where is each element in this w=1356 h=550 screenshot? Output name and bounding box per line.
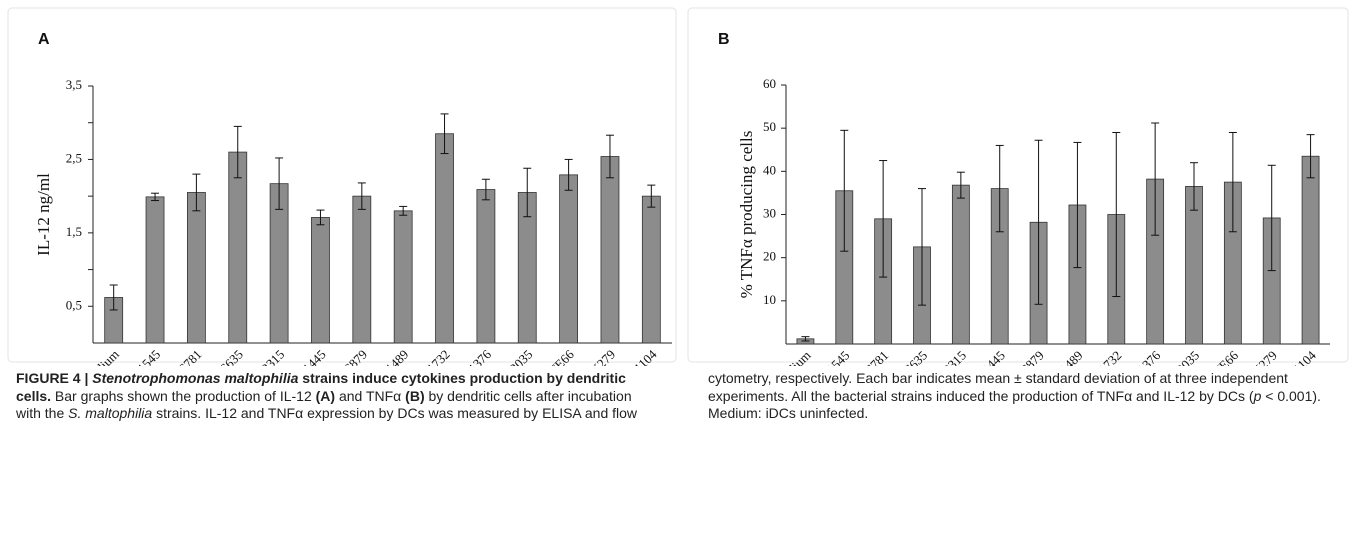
caption-text: p bbox=[1253, 387, 1262, 404]
y-tick-label: 10 bbox=[763, 292, 776, 307]
caption-text: strains. IL-12 and TNFα expression by DC… bbox=[152, 370, 1288, 421]
bar bbox=[559, 174, 579, 344]
x-tick-label: NFC1489 bbox=[1039, 348, 1086, 366]
y-tick-label: 50 bbox=[763, 119, 776, 134]
x-tick-label: NFC2035 bbox=[1155, 348, 1202, 366]
caption-text: strains induce cytokines production by d… bbox=[16, 370, 626, 404]
y-tick-label: 2,5 bbox=[66, 150, 82, 165]
x-tick-label: TFE66 bbox=[1205, 347, 1241, 366]
panel-label: B bbox=[718, 31, 730, 48]
x-tick-label: NFC1489 bbox=[365, 347, 412, 366]
figure-caption: FIGURE 4 | Stenotrophomonas maltophilia … bbox=[16, 370, 1340, 423]
x-tick-label: NFC2035 bbox=[489, 347, 536, 366]
x-tick-label: FC1445 bbox=[968, 348, 1008, 366]
bar bbox=[641, 195, 661, 344]
x-tick-label: NFC879 bbox=[328, 347, 370, 366]
x-tick-label: medium bbox=[773, 348, 814, 366]
figure: AIL-12 ng/ml0,51,52,53,5mediumFC1545FC78… bbox=[7, 7, 1349, 366]
x-tick-label: FC781 bbox=[169, 347, 205, 366]
panel-frame bbox=[7, 7, 677, 363]
caption-text: Stenotrophomonas maltophilia bbox=[92, 370, 299, 386]
bar bbox=[145, 196, 165, 344]
x-tick-label: medium bbox=[81, 347, 122, 366]
caption-text: (A) bbox=[315, 387, 336, 404]
y-axis-label: % TNFα producing cells bbox=[737, 131, 756, 299]
x-tick-label: NFC1732 bbox=[1078, 348, 1125, 366]
caption-text: and TNFα bbox=[335, 387, 406, 404]
bar bbox=[600, 156, 620, 344]
x-tick-label: FC1545 bbox=[812, 348, 852, 366]
caption-text: Bar graphs shown the production of IL-12 bbox=[51, 387, 316, 404]
x-tick-label: FC635 bbox=[895, 348, 931, 366]
x-tick-label: FC2315 bbox=[929, 348, 969, 366]
y-tick-label: 3,5 bbox=[66, 77, 82, 92]
caption-text: S. maltophilia bbox=[68, 405, 153, 421]
bar bbox=[1301, 155, 1320, 345]
caption-text: (B) bbox=[405, 387, 425, 404]
x-tick-label: FC1545 bbox=[123, 347, 163, 366]
x-tick-label: FC1445 bbox=[288, 347, 328, 366]
caption-text: < 0.001). Medium: iDCs uninfected. bbox=[708, 387, 1321, 422]
x-tick-label: NFC1732 bbox=[406, 347, 453, 366]
x-tick-label: NFC1376 bbox=[1116, 347, 1163, 366]
x-tick-label: K279 bbox=[1249, 348, 1280, 366]
x-tick-label: NFC1376 bbox=[447, 346, 494, 366]
bar bbox=[228, 151, 248, 344]
x-tick-label: TFE66 bbox=[541, 346, 577, 366]
bar bbox=[476, 189, 496, 344]
y-tick-label: 30 bbox=[763, 205, 776, 220]
panel-label: A bbox=[38, 31, 50, 48]
bar bbox=[311, 217, 330, 344]
x-tick-label: FC635 bbox=[210, 347, 246, 366]
x-tick-label: FC781 bbox=[856, 348, 892, 366]
bar bbox=[435, 133, 454, 344]
y-tick-label: 0,5 bbox=[66, 297, 82, 312]
caption-text: FIGURE 4 | bbox=[16, 370, 93, 386]
x-tick-label: NFC879 bbox=[1005, 348, 1047, 366]
y-tick-label: 20 bbox=[763, 249, 776, 264]
y-tick-label: 40 bbox=[763, 162, 776, 177]
y-tick-label: 60 bbox=[763, 76, 776, 91]
y-tick-label: 1,5 bbox=[66, 224, 82, 239]
panel-frame bbox=[687, 7, 1349, 363]
bar bbox=[393, 210, 413, 344]
y-axis-label: IL-12 ng/ml bbox=[34, 173, 53, 256]
x-tick-label: K279 bbox=[587, 347, 618, 366]
x-tick-label: FC2315 bbox=[247, 347, 287, 366]
caption-text: by dendritic cells after incubation with… bbox=[16, 387, 632, 422]
bar bbox=[186, 192, 206, 344]
bar bbox=[352, 195, 372, 344]
bar bbox=[951, 184, 970, 345]
